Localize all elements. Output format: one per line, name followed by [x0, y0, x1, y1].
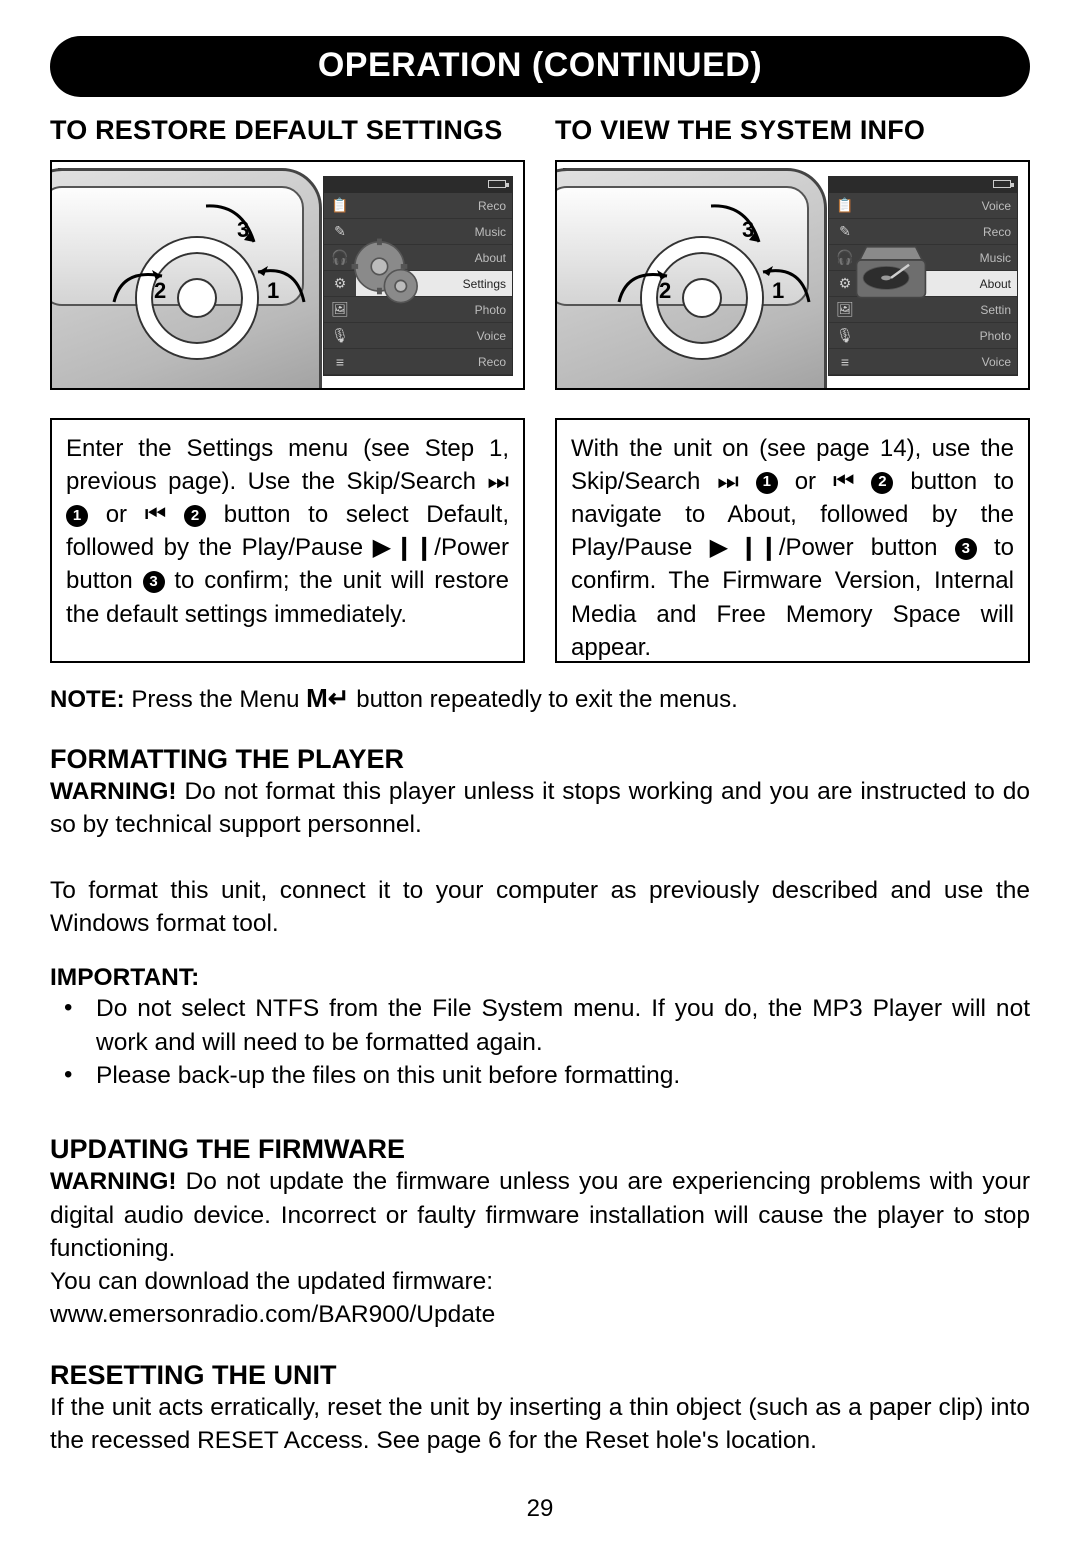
device-illustration	[555, 168, 827, 390]
note-line: NOTE: Press the Menu M↵ button repeatedl…	[50, 683, 1030, 714]
left-figure: 1 3 2 1 📋Reco	[50, 160, 525, 390]
formatting-heading: FORMATTING THE PLAYER	[50, 744, 1030, 775]
important-list: Do not select NTFS from the File System …	[50, 992, 1030, 1092]
formatting-para2: To format this unit, connect it to your …	[50, 874, 1030, 941]
firmware-url: www.emersonradio.com/BAR900/Update	[50, 1298, 1030, 1331]
formatting-warning: WARNING! Do not format this player unles…	[50, 775, 1030, 842]
reset-text: If the unit acts erratically, reset the …	[50, 1391, 1030, 1458]
callout-ref-1: 1	[756, 472, 778, 494]
firmware-warning: WARNING! Do not update the firmware unle…	[50, 1165, 1030, 1265]
skip-back-icon: ⏮	[833, 467, 855, 495]
skip-fwd-icon: ⏭	[717, 467, 739, 495]
device-illustration	[50, 168, 322, 390]
callout-2: 2	[154, 278, 166, 304]
skip-back-icon: ⏮	[145, 500, 167, 528]
skip-fwd-icon: ⏭	[487, 467, 509, 495]
firmware-heading: UPDATING THE FIRMWARE	[50, 1134, 1030, 1165]
firmware-download-label: You can download the updated firmware:	[50, 1265, 1030, 1298]
callout-ref-3: 3	[955, 538, 977, 560]
right-heading: TO VIEW THE SYSTEM INFO	[555, 115, 1030, 146]
callout-ref-2: 2	[871, 472, 893, 494]
left-heading: TO RESTORE DEFAULT SETTINGS	[50, 115, 525, 146]
callout-1: 1	[267, 278, 279, 304]
important-item: Please back-up the files on this unit be…	[56, 1059, 1030, 1092]
callout-2: 2	[659, 278, 671, 304]
left-instructions: Enter the Settings menu (see Step 1, pre…	[50, 418, 525, 663]
play-pause-icon: ▶❙❙	[710, 533, 779, 561]
gear-icon	[345, 232, 427, 314]
play-pause-icon: ▶❙❙	[373, 533, 435, 561]
callout-3: 3	[237, 217, 249, 243]
column-right: TO VIEW THE SYSTEM INFO 1 3 2 1	[555, 115, 1030, 663]
callout-ref-2: 2	[184, 505, 206, 527]
reset-heading: RESETTING THE UNIT	[50, 1360, 1030, 1391]
callout-ref-3: 3	[143, 571, 165, 593]
important-item: Do not select NTFS from the File System …	[56, 992, 1030, 1059]
menu-icon: M↵	[306, 683, 349, 713]
callout-3: 3	[742, 217, 754, 243]
columns: TO RESTORE DEFAULT SETTINGS 1 3 2 1	[50, 115, 1030, 663]
callout-ref-1: 1	[66, 505, 88, 527]
callout-1: 1	[772, 278, 784, 304]
right-instructions: With the unit on (see page 14), use the …	[555, 418, 1030, 663]
section-header: OPERATION (CONTINUED)	[50, 36, 1030, 97]
page-number: 29	[50, 1495, 1030, 1523]
important-label: IMPORTANT:	[50, 964, 1030, 992]
turntable-icon	[850, 232, 932, 314]
column-left: TO RESTORE DEFAULT SETTINGS 1 3 2 1	[50, 115, 525, 663]
right-figure: 1 3 2 1 📋Voice ✎Reco 🎧Musi	[555, 160, 1030, 390]
